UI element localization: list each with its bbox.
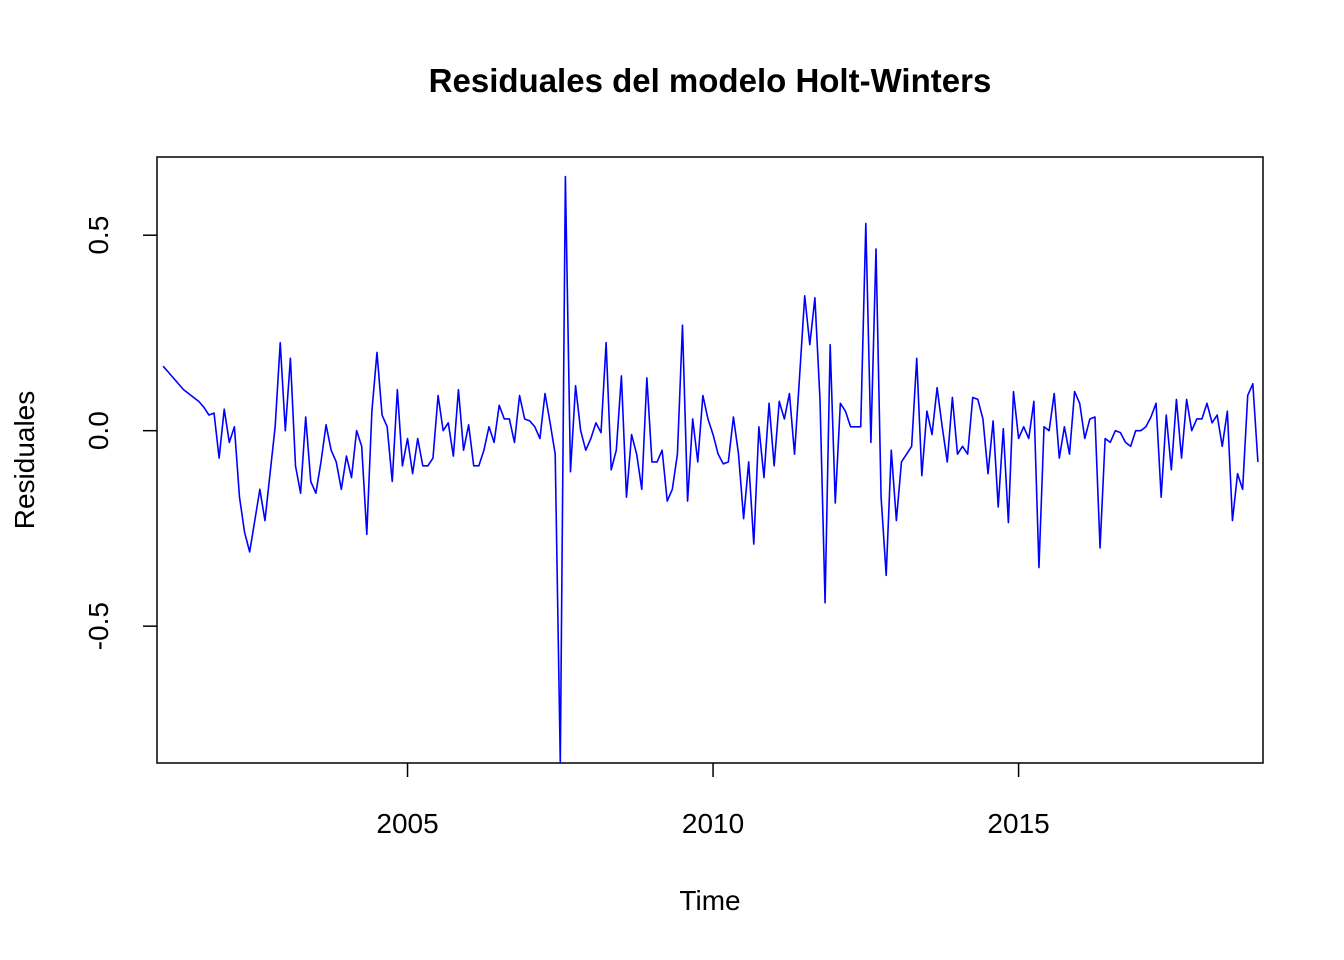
y-axis: -0.5 0.0 0.5 [83,216,157,650]
plot-frame [156,156,1264,764]
x-axis-label: Time [679,885,740,916]
y-axis-label: Residuales [9,391,40,530]
y-tick-label: 0.0 [83,411,114,450]
y-tick-label: -0.5 [83,602,114,650]
x-tick-label: 2010 [682,808,744,839]
x-tick-label: 2015 [987,808,1049,839]
residuals-line [162,175,1259,764]
x-tick-label: 2005 [376,808,438,839]
chart-title: Residuales del modelo Holt-Winters [429,62,992,99]
x-axis: 2005 2010 2015 [376,763,1050,839]
y-tick-label: 0.5 [83,216,114,255]
